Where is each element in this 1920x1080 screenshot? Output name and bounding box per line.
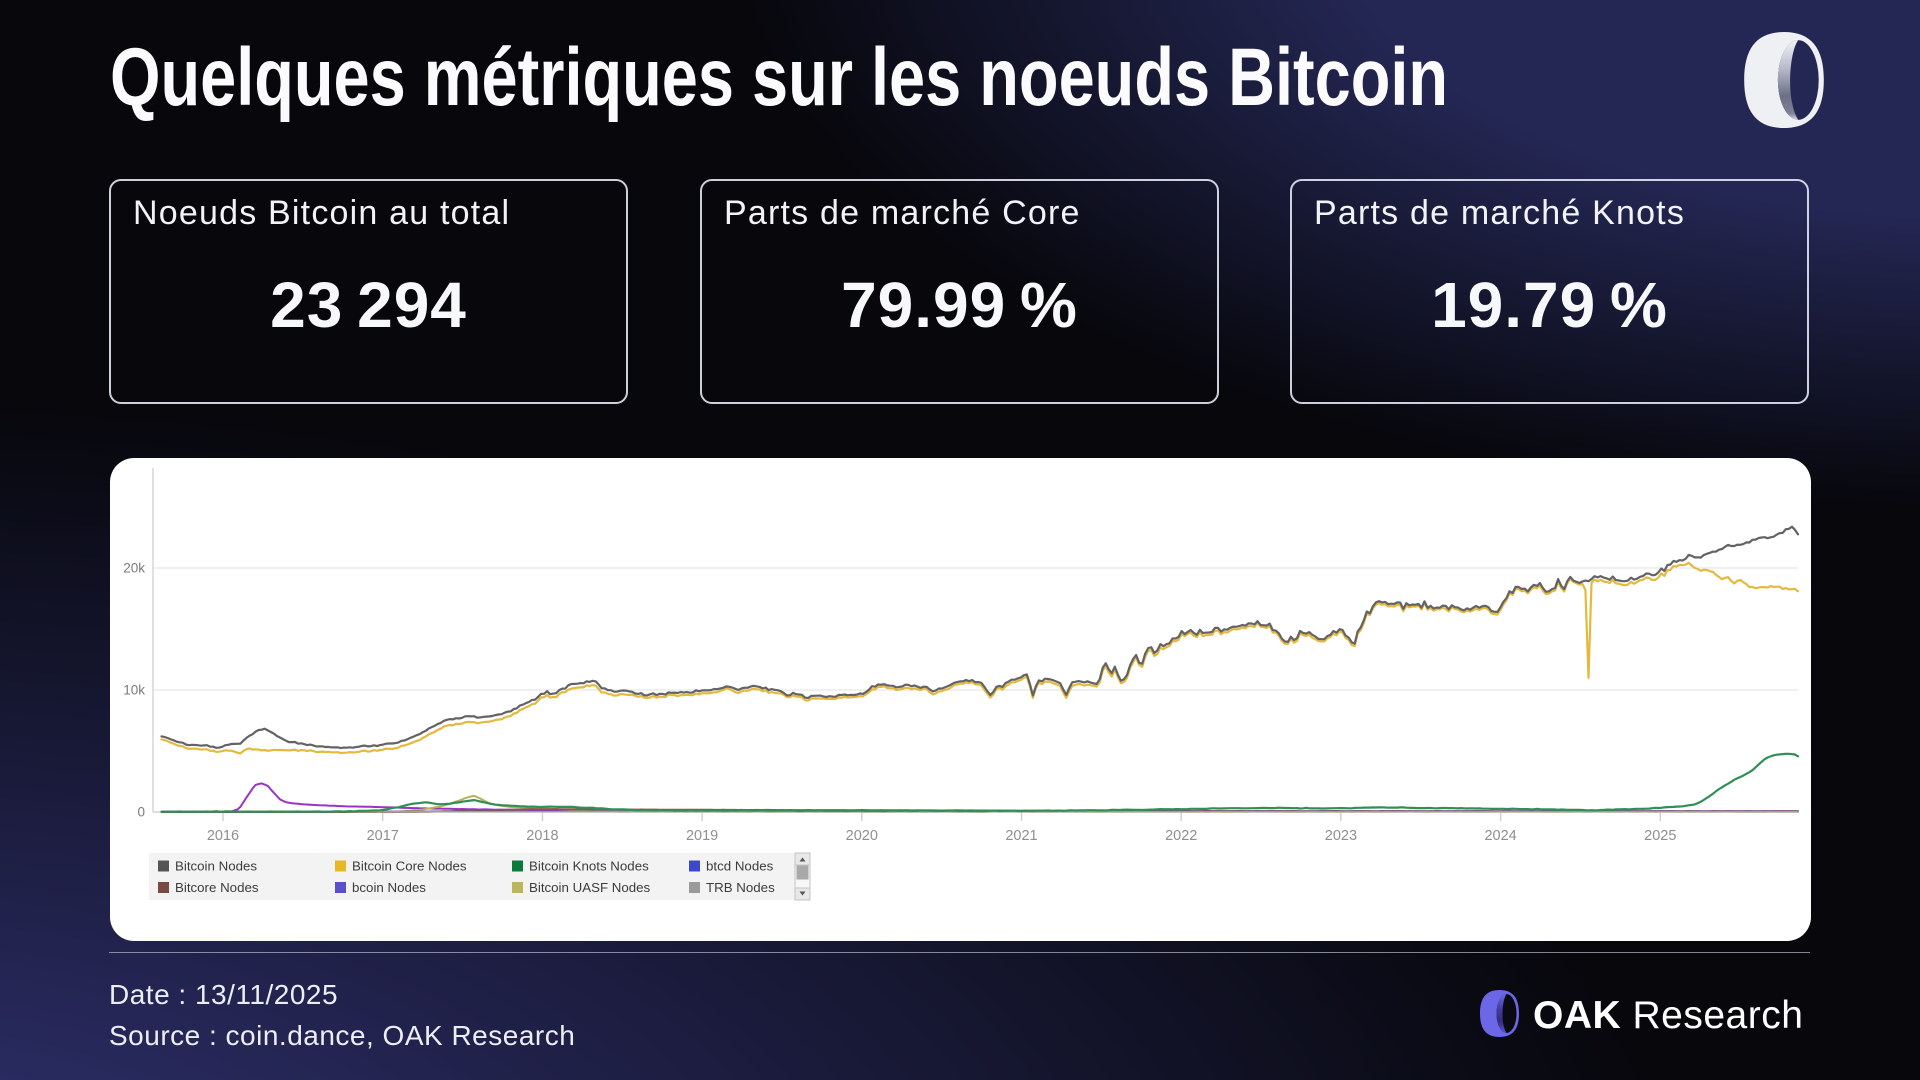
svg-text:2025: 2025 — [1644, 828, 1676, 844]
svg-text:Bitcoin Core Nodes: Bitcoin Core Nodes — [352, 859, 467, 874]
svg-text:2023: 2023 — [1325, 828, 1357, 844]
svg-text:btcd Nodes: btcd Nodes — [706, 859, 774, 874]
svg-text:2021: 2021 — [1005, 828, 1037, 844]
svg-text:10k: 10k — [123, 683, 145, 698]
svg-text:20k: 20k — [123, 561, 145, 576]
svg-text:2022: 2022 — [1165, 828, 1197, 844]
svg-text:Bitcoin UASF Nodes: Bitcoin UASF Nodes — [529, 880, 651, 895]
svg-text:0: 0 — [137, 805, 145, 820]
svg-text:2020: 2020 — [846, 828, 878, 844]
svg-text:2018: 2018 — [526, 828, 558, 844]
svg-text:2017: 2017 — [367, 828, 399, 844]
svg-text:2016: 2016 — [207, 828, 239, 844]
svg-text:Bitcoin Knots Nodes: Bitcoin Knots Nodes — [529, 859, 649, 874]
svg-text:2024: 2024 — [1484, 828, 1516, 844]
svg-text:2019: 2019 — [686, 828, 718, 844]
svg-text:Bitcore Nodes: Bitcore Nodes — [175, 880, 259, 895]
svg-text:bcoin Nodes: bcoin Nodes — [352, 880, 426, 895]
svg-text:TRB Nodes: TRB Nodes — [706, 880, 775, 895]
svg-text:Bitcoin Nodes: Bitcoin Nodes — [175, 859, 257, 874]
